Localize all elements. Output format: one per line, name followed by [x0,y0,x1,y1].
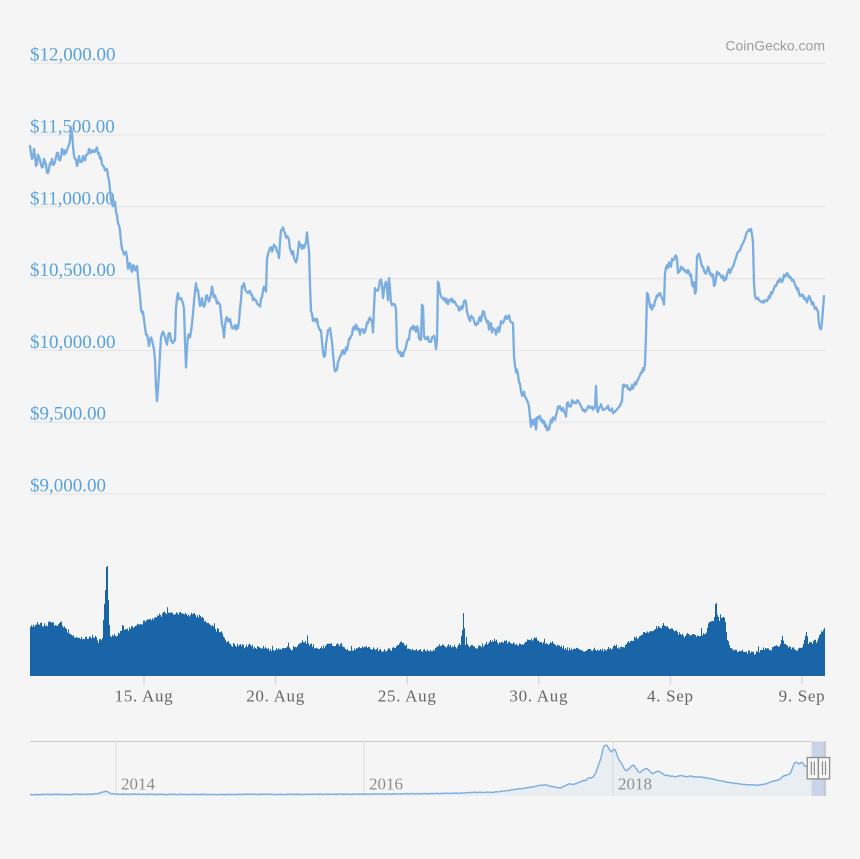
svg-text:2016: 2016 [369,775,403,794]
svg-text:$10,000.00: $10,000.00 [30,332,116,353]
svg-text:4. Sep: 4. Sep [647,687,694,706]
svg-text:25. Aug: 25. Aug [378,687,437,706]
svg-text:$11,500.00: $11,500.00 [30,117,115,138]
svg-text:$9,000.00: $9,000.00 [30,476,106,497]
svg-text:2014: 2014 [121,775,156,794]
svg-text:CoinGecko.com: CoinGecko.com [725,38,825,54]
svg-text:$10,500.00: $10,500.00 [30,260,116,281]
svg-text:9. Sep: 9. Sep [779,687,826,706]
svg-text:30. Aug: 30. Aug [509,687,568,706]
svg-text:$11,000.00: $11,000.00 [30,188,115,209]
svg-text:2018: 2018 [618,775,652,794]
svg-text:$9,500.00: $9,500.00 [30,404,106,425]
svg-text:20. Aug: 20. Aug [246,687,305,706]
svg-text:15. Aug: 15. Aug [115,687,174,706]
svg-text:$12,000.00: $12,000.00 [30,45,116,66]
